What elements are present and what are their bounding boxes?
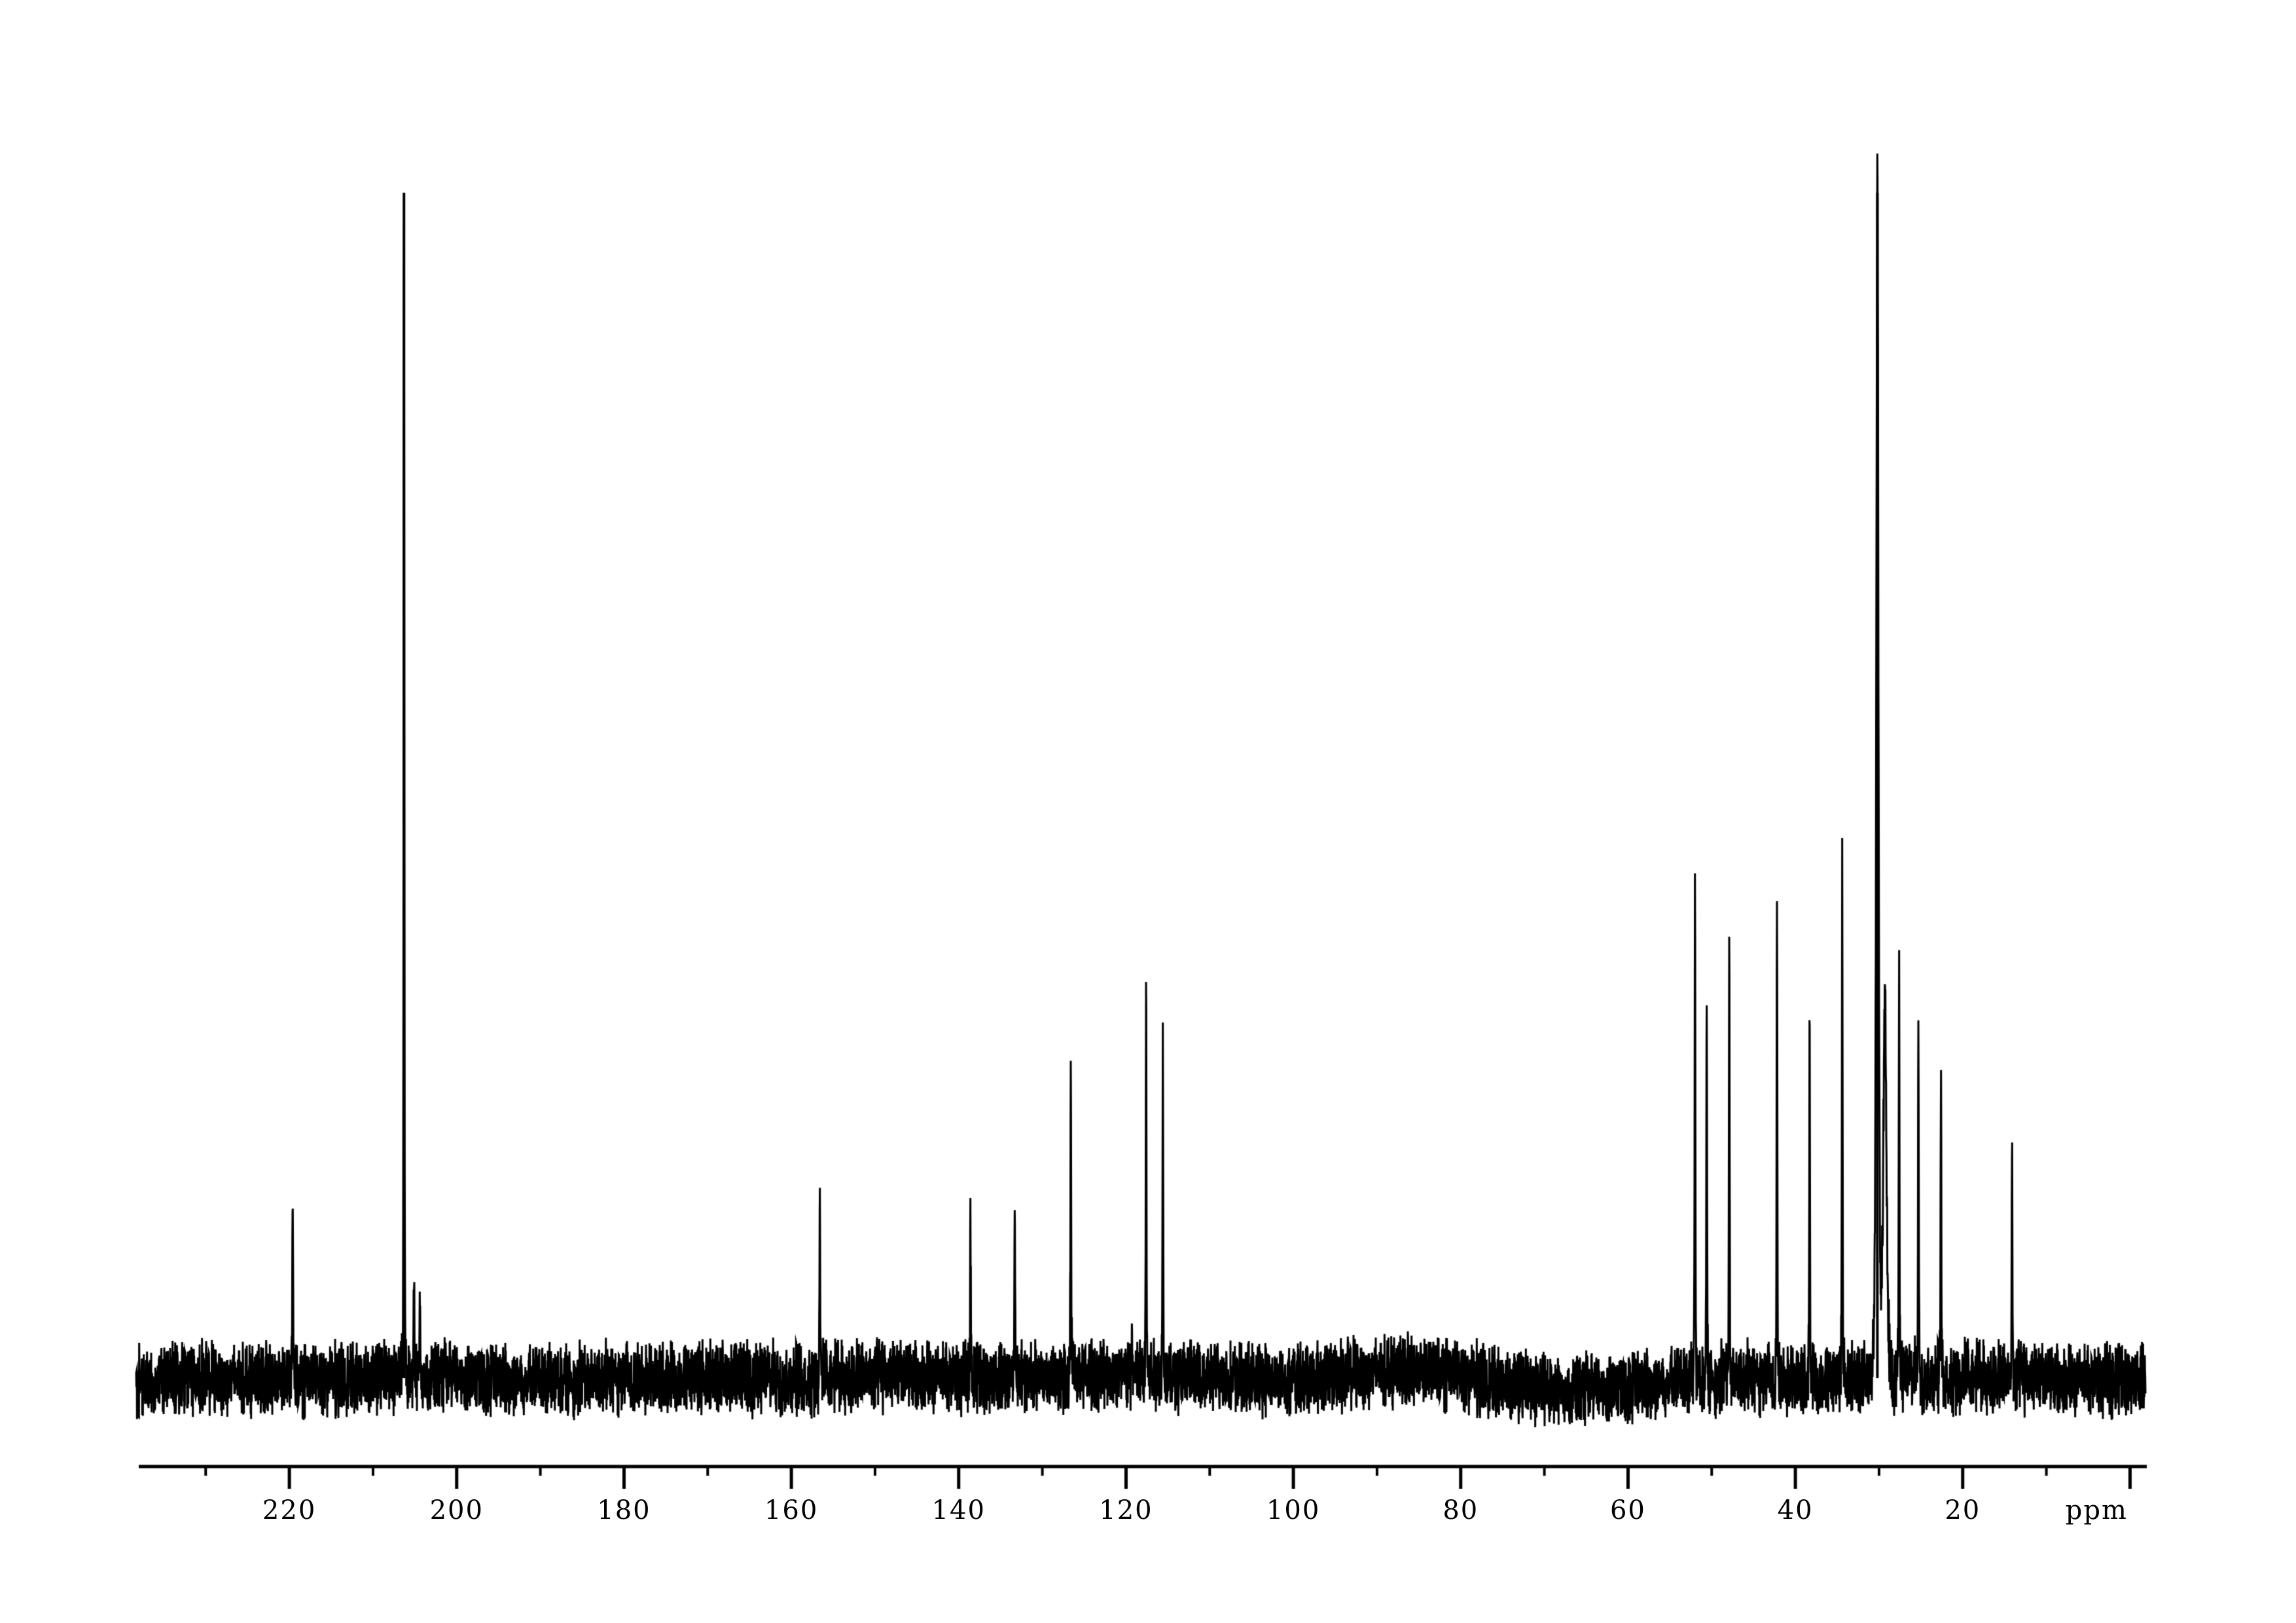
axis-tick-label-200: 200: [429, 1495, 484, 1525]
axis-tick-label-20: 20: [1945, 1495, 1981, 1525]
axis-tick-label-100: 100: [1266, 1495, 1321, 1525]
axis-tick-label-180: 180: [597, 1495, 651, 1525]
axis-tick-label-120: 120: [1099, 1495, 1153, 1525]
axis-tick-label-60: 60: [1609, 1495, 1646, 1525]
axis-tick-label-80: 80: [1443, 1495, 1479, 1525]
axis-tick-label-220: 220: [262, 1495, 317, 1525]
axis-unit-label: ppm: [2065, 1495, 2128, 1525]
axis-tick-label-140: 140: [931, 1495, 986, 1525]
axis-tick-label-160: 160: [764, 1495, 819, 1525]
axis-tick-label-40: 40: [1777, 1495, 1814, 1525]
